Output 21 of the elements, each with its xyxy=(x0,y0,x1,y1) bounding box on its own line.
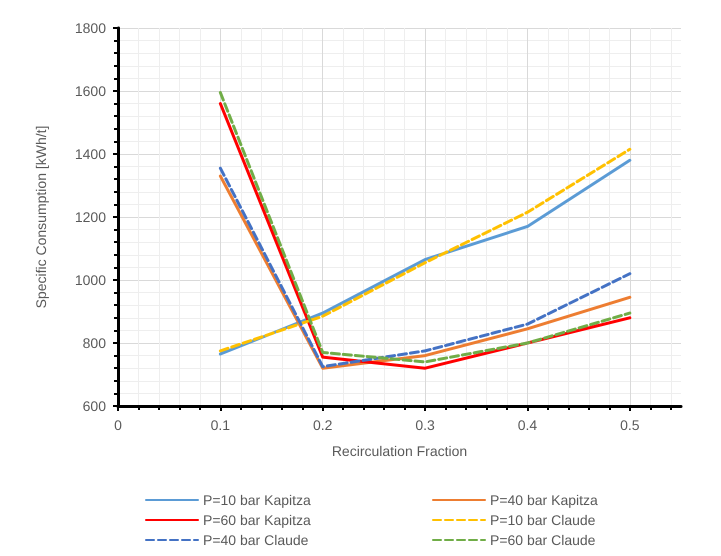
legend-label: P=60 bar Kapitza xyxy=(203,512,312,528)
x-tick-label: 0.3 xyxy=(415,417,436,433)
legend-label: P=10 bar Claude xyxy=(490,512,596,528)
legend-label: P=40 bar Claude xyxy=(203,532,309,548)
y-tick-label: 600 xyxy=(82,398,106,414)
y-axis-title: Specific Consumption [kWh/t] xyxy=(33,126,49,308)
y-tick-label: 1200 xyxy=(74,209,106,225)
x-tick-label: 0.2 xyxy=(312,417,333,433)
x-tick-label: 0 xyxy=(114,417,122,433)
legend-label: P=60 bar Claude xyxy=(490,532,596,548)
x-tick-label: 0.4 xyxy=(518,417,538,433)
y-tick-label: 800 xyxy=(82,335,106,351)
y-tick-label: 1400 xyxy=(74,146,106,162)
y-tick-label: 1000 xyxy=(74,272,106,288)
x-axis-title: Recirculation Fraction xyxy=(332,443,468,459)
y-tick-label: 1800 xyxy=(74,20,106,36)
y-tick-label: 1600 xyxy=(74,83,106,99)
legend-label: P=40 bar Kapitza xyxy=(490,492,598,508)
legend-label: P=10 bar Kapitza xyxy=(203,492,312,508)
x-tick-label: 0.1 xyxy=(210,417,230,433)
x-tick-label: 0.5 xyxy=(620,417,640,433)
